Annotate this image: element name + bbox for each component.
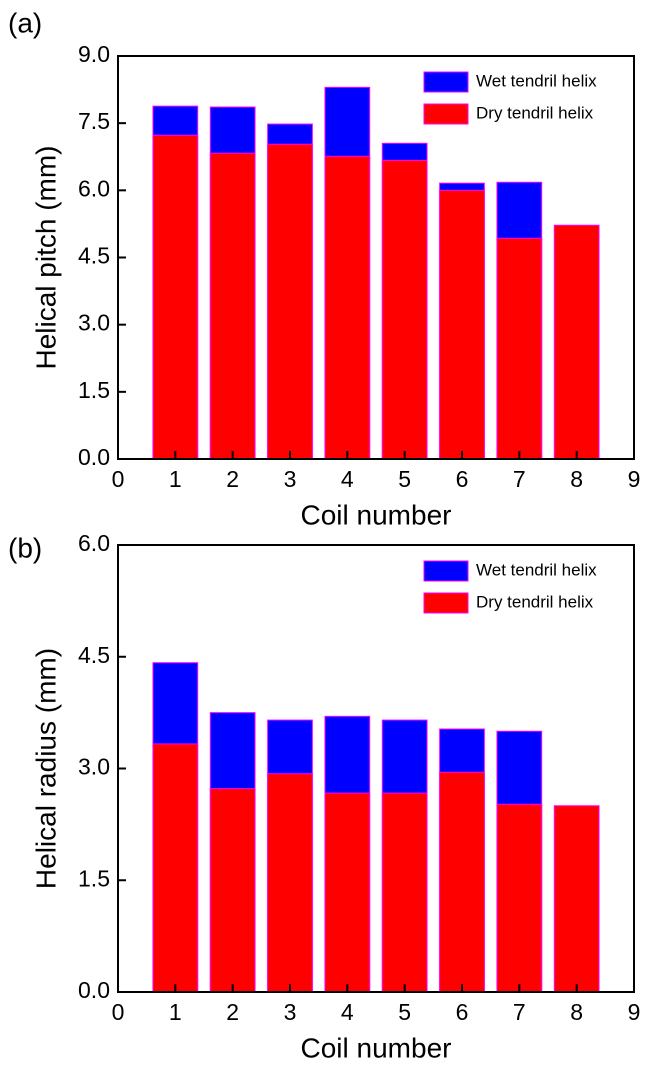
x-axis-label: Coil number bbox=[301, 1032, 452, 1063]
bar bbox=[439, 189, 485, 460]
y-tick-label: 3.0 bbox=[78, 310, 110, 336]
y-tick-label: 7.5 bbox=[78, 108, 110, 134]
x-tick-label: 6 bbox=[456, 999, 469, 1025]
y-tick-label: 9.0 bbox=[78, 41, 110, 67]
y-tick-label: 0.0 bbox=[78, 444, 110, 470]
panel-label: (b) bbox=[8, 532, 42, 563]
x-tick-label: 3 bbox=[284, 466, 297, 492]
legend-label: Wet tendril helix bbox=[476, 71, 597, 90]
legend-label: Dry tendril helix bbox=[476, 592, 594, 611]
y-tick-label: 1.5 bbox=[78, 377, 110, 403]
x-tick-label: 8 bbox=[570, 999, 583, 1025]
legend-label: Dry tendril helix bbox=[476, 103, 594, 122]
x-tick-label: 9 bbox=[628, 999, 641, 1025]
x-tick-label: 2 bbox=[226, 466, 239, 492]
legend-swatch bbox=[423, 103, 469, 125]
y-axis-label: Helical pitch (mm) bbox=[30, 145, 61, 369]
bar bbox=[267, 143, 313, 460]
y-tick-label: 0.0 bbox=[78, 977, 110, 1003]
bar bbox=[209, 788, 256, 993]
legend-swatch bbox=[423, 592, 469, 614]
x-tick-label: 4 bbox=[341, 466, 354, 492]
y-tick-label: 3.0 bbox=[78, 754, 110, 780]
bar bbox=[152, 134, 199, 460]
legend-label: Wet tendril helix bbox=[476, 560, 597, 579]
x-tick-label: 0 bbox=[112, 466, 125, 492]
bar bbox=[324, 792, 371, 993]
x-tick-label: 0 bbox=[112, 999, 125, 1025]
bar bbox=[439, 771, 485, 993]
legend-swatch bbox=[423, 560, 469, 582]
bar bbox=[267, 773, 313, 993]
bar bbox=[553, 224, 600, 460]
bar bbox=[209, 152, 256, 460]
bar bbox=[496, 803, 543, 993]
bar bbox=[381, 159, 428, 460]
y-tick-label: 4.5 bbox=[78, 642, 110, 668]
y-tick-label: 6.0 bbox=[78, 175, 110, 201]
x-tick-label: 7 bbox=[513, 466, 526, 492]
x-tick-label: 7 bbox=[513, 999, 526, 1025]
x-tick-label: 8 bbox=[570, 466, 583, 492]
y-tick-label: 1.5 bbox=[78, 865, 110, 891]
x-tick-label: 9 bbox=[628, 466, 641, 492]
x-tick-label: 6 bbox=[456, 466, 469, 492]
panel-label: (a) bbox=[8, 7, 42, 38]
bar bbox=[553, 805, 600, 993]
bar bbox=[152, 743, 199, 993]
x-tick-label: 4 bbox=[341, 999, 354, 1025]
y-axis-label: Helical radius (mm) bbox=[30, 648, 61, 889]
x-tick-label: 5 bbox=[398, 999, 411, 1025]
bar bbox=[381, 792, 428, 993]
x-axis-label: Coil number bbox=[301, 499, 452, 530]
bar bbox=[496, 237, 543, 460]
x-tick-label: 5 bbox=[398, 466, 411, 492]
legend-swatch bbox=[423, 71, 469, 93]
y-tick-label: 4.5 bbox=[78, 243, 110, 269]
x-tick-label: 2 bbox=[226, 999, 239, 1025]
bar bbox=[324, 155, 371, 460]
x-tick-label: 3 bbox=[284, 999, 297, 1025]
y-tick-label: 6.0 bbox=[78, 530, 110, 556]
x-tick-label: 1 bbox=[169, 466, 182, 492]
x-tick-label: 1 bbox=[169, 999, 182, 1025]
